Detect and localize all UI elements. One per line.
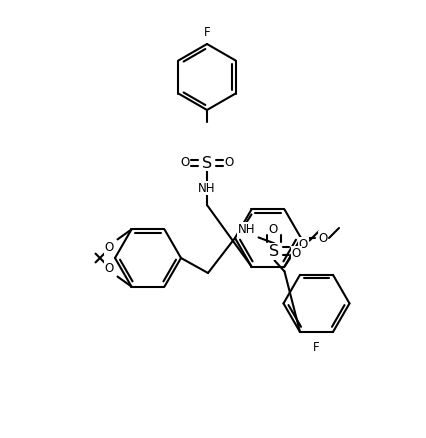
Text: F: F [312,341,319,354]
Text: F: F [203,27,210,39]
Text: O: O [105,262,114,275]
Text: O: O [224,156,233,170]
Text: O: O [291,247,300,260]
Text: NH: NH [237,223,255,236]
Text: O: O [268,223,277,236]
Text: S: S [201,155,212,170]
Text: O: O [298,238,308,251]
Text: O: O [318,232,327,244]
Text: S: S [269,244,279,259]
Text: NH: NH [198,181,215,194]
Text: O: O [180,156,189,170]
Text: O: O [105,241,114,254]
